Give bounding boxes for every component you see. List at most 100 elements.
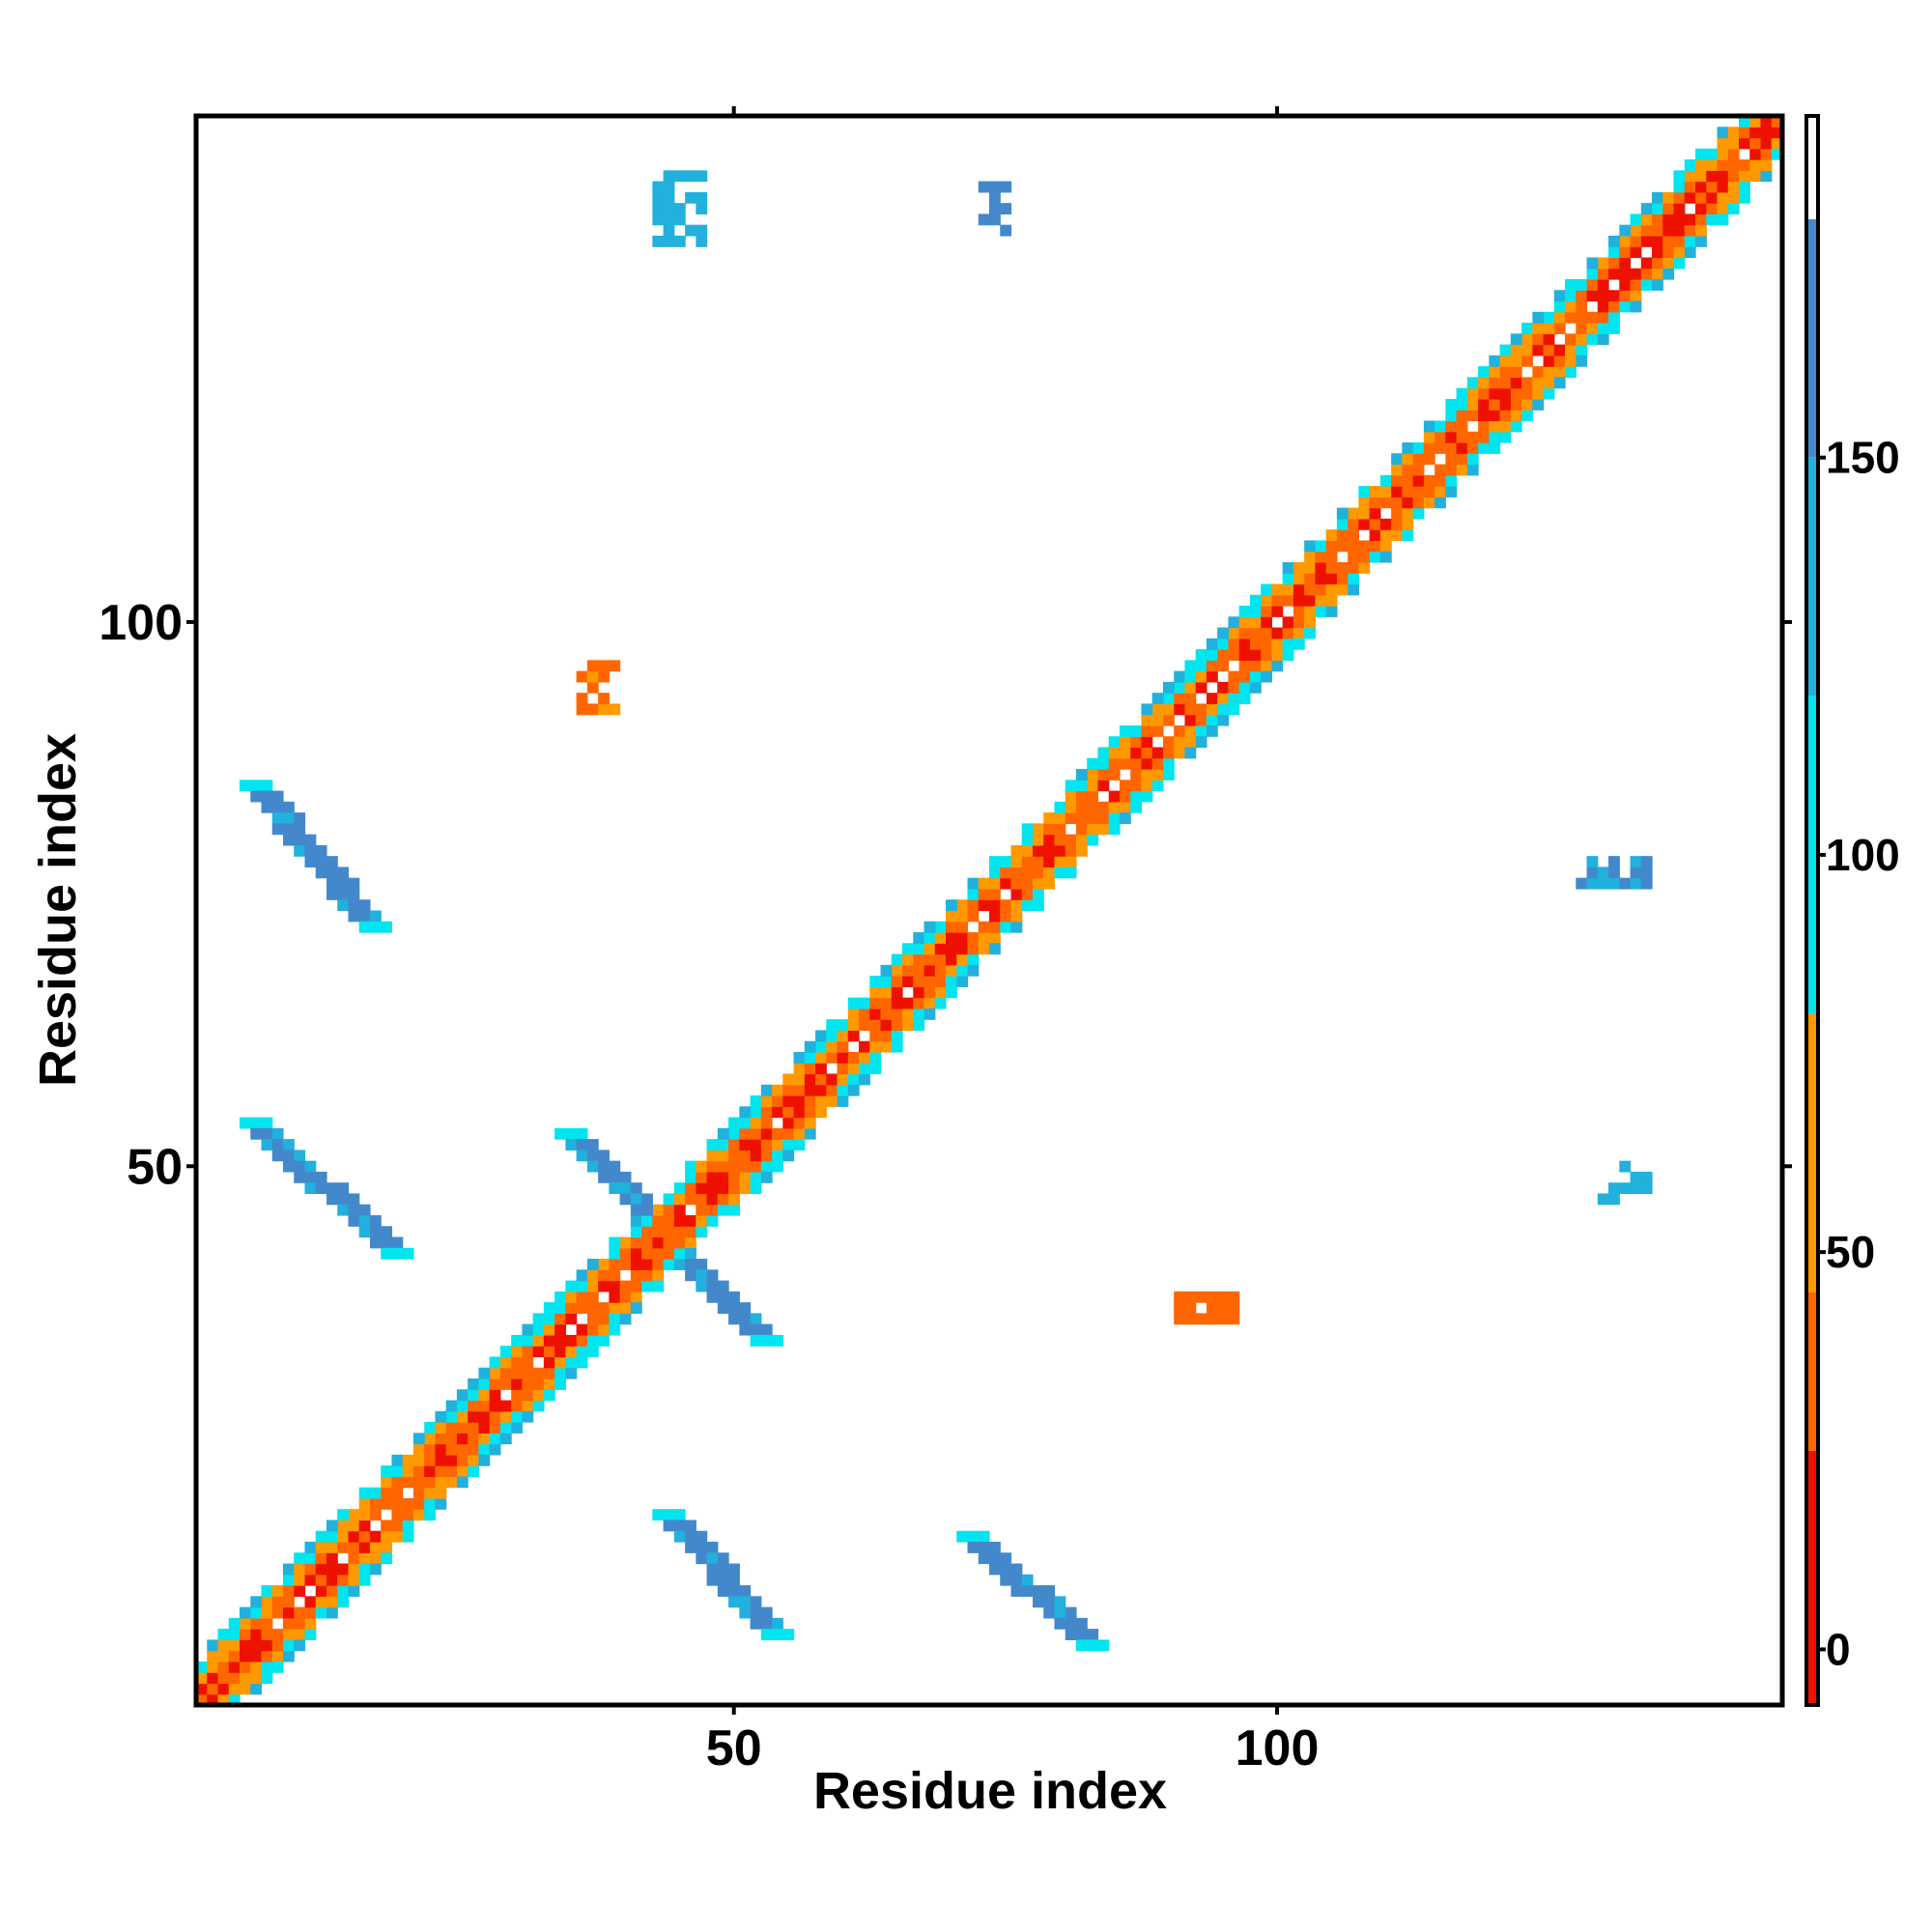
- heatmap-cell: [1619, 246, 1632, 259]
- heatmap-cell: [1325, 561, 1338, 574]
- heatmap-cell: [1087, 790, 1099, 803]
- heatmap-cell: [1630, 290, 1642, 302]
- heatmap-cell: [1238, 670, 1251, 683]
- heatmap-cell: [1652, 257, 1663, 270]
- heatmap-cell: [641, 1259, 653, 1270]
- heatmap-cell: [1435, 442, 1446, 454]
- heatmap-cell: [869, 1019, 882, 1032]
- heatmap-cell: [652, 181, 665, 193]
- heatmap-cell: [294, 1150, 306, 1162]
- heatmap-cell: [1369, 518, 1381, 530]
- heatmap-cell: [1521, 377, 1533, 389]
- heatmap-cell: [728, 1574, 740, 1586]
- heatmap-cell: [1249, 681, 1262, 694]
- heatmap-cell: [445, 1465, 458, 1477]
- heatmap-cell: [348, 910, 360, 923]
- heatmap-cell: [315, 1552, 327, 1565]
- heatmap-cell: [239, 1629, 251, 1640]
- heatmap-cell: [207, 1661, 219, 1673]
- heatmap-cell: [435, 1410, 447, 1423]
- heatmap-cell: [554, 1302, 566, 1314]
- heatmap-cell: [1489, 366, 1501, 379]
- heatmap-cell: [1619, 235, 1632, 247]
- heatmap-cell: [511, 1410, 523, 1423]
- heatmap-cell: [1435, 420, 1446, 433]
- heatmap-cell: [847, 1051, 860, 1064]
- heatmap-cell: [1304, 540, 1316, 553]
- heatmap-cell: [1293, 616, 1305, 629]
- heatmap-cell: [1369, 497, 1381, 509]
- heatmap-cell: [1739, 191, 1750, 204]
- heatmap-cell: [445, 1433, 458, 1445]
- heatmap-cell: [1130, 736, 1143, 749]
- heatmap-cell: [696, 1259, 708, 1270]
- heatmap-cell: [685, 170, 696, 183]
- heatmap-cell: [1532, 344, 1545, 356]
- heatmap-cell: [1195, 649, 1208, 661]
- heatmap-cell: [337, 1574, 350, 1586]
- heatmap-cell: [1195, 670, 1208, 683]
- heatmap-cell: [1435, 486, 1446, 497]
- heatmap-cell: [1760, 116, 1773, 128]
- heatmap-cell: [250, 1629, 263, 1640]
- heatmap-cell: [804, 1073, 816, 1086]
- heatmap-cell: [1293, 561, 1305, 574]
- heatmap-cell: [804, 1063, 816, 1075]
- heatmap-cell: [1652, 191, 1663, 204]
- heatmap-cell: [1695, 235, 1707, 247]
- heatmap-cell: [967, 910, 980, 923]
- heatmap-cell: [728, 1171, 740, 1183]
- heatmap-cell: [1087, 1639, 1099, 1652]
- heatmap-cell: [1619, 1160, 1632, 1173]
- heatmap-cell: [304, 844, 317, 857]
- heatmap-cell: [1543, 355, 1555, 367]
- heatmap-cell: [826, 1073, 838, 1086]
- heatmap-cell: [532, 1367, 545, 1379]
- heatmap-cell: [696, 235, 708, 247]
- heatmap-cell: [1565, 355, 1577, 367]
- heatmap-cell: [282, 1617, 295, 1630]
- heatmap-cell: [956, 899, 969, 912]
- heatmap-cell: [282, 1563, 295, 1576]
- heatmap-cell: [326, 1530, 338, 1543]
- heatmap-cell: [435, 1476, 447, 1489]
- heatmap-cell: [1021, 856, 1034, 868]
- heatmap-cell: [511, 1346, 523, 1358]
- heatmap-cell: [456, 1389, 469, 1402]
- heatmap-cell: [1108, 769, 1121, 781]
- heatmap-cell: [294, 1563, 306, 1576]
- heatmap-cell: [271, 812, 284, 824]
- heatmap-cell: [196, 1693, 208, 1706]
- heatmap-cell: [598, 693, 610, 705]
- heatmap-cell: [1217, 649, 1230, 661]
- heatmap-cell: [946, 953, 957, 966]
- heatmap-cell: [369, 1530, 382, 1543]
- heatmap-cell: [782, 1150, 795, 1162]
- heatmap-cell: [196, 1661, 208, 1673]
- heatmap-cell: [1151, 780, 1164, 792]
- heatmap-cell: [1586, 333, 1599, 346]
- heatmap-cell: [228, 1661, 241, 1673]
- heatmap-cell: [739, 1313, 752, 1325]
- heatmap-cell: [641, 1204, 653, 1216]
- heatmap-cell: [1727, 159, 1740, 171]
- heatmap-cell: [760, 1139, 773, 1151]
- heatmap-cell: [1478, 442, 1490, 454]
- heatmap-cell: [1727, 181, 1740, 193]
- heatmap-cell: [522, 1378, 534, 1390]
- heatmap-cell: [913, 997, 925, 1009]
- heatmap-cell: [1348, 551, 1359, 563]
- heatmap-cell: [1228, 1302, 1240, 1314]
- heatmap-cell: [315, 1530, 327, 1543]
- heatmap-cell: [369, 1563, 382, 1576]
- heatmap-cell: [1043, 823, 1056, 836]
- heatmap-cell: [891, 1008, 903, 1020]
- colorbar-bin: [1806, 1450, 1818, 1705]
- heatmap-cell: [641, 1214, 653, 1227]
- heatmap-cell: [381, 1236, 393, 1249]
- heatmap-cell: [847, 997, 860, 1009]
- heatmap-cell: [1043, 856, 1056, 868]
- heatmap-cell: [1021, 1585, 1034, 1597]
- heatmap-cell: [1423, 474, 1435, 487]
- heatmap-cell: [1466, 377, 1479, 389]
